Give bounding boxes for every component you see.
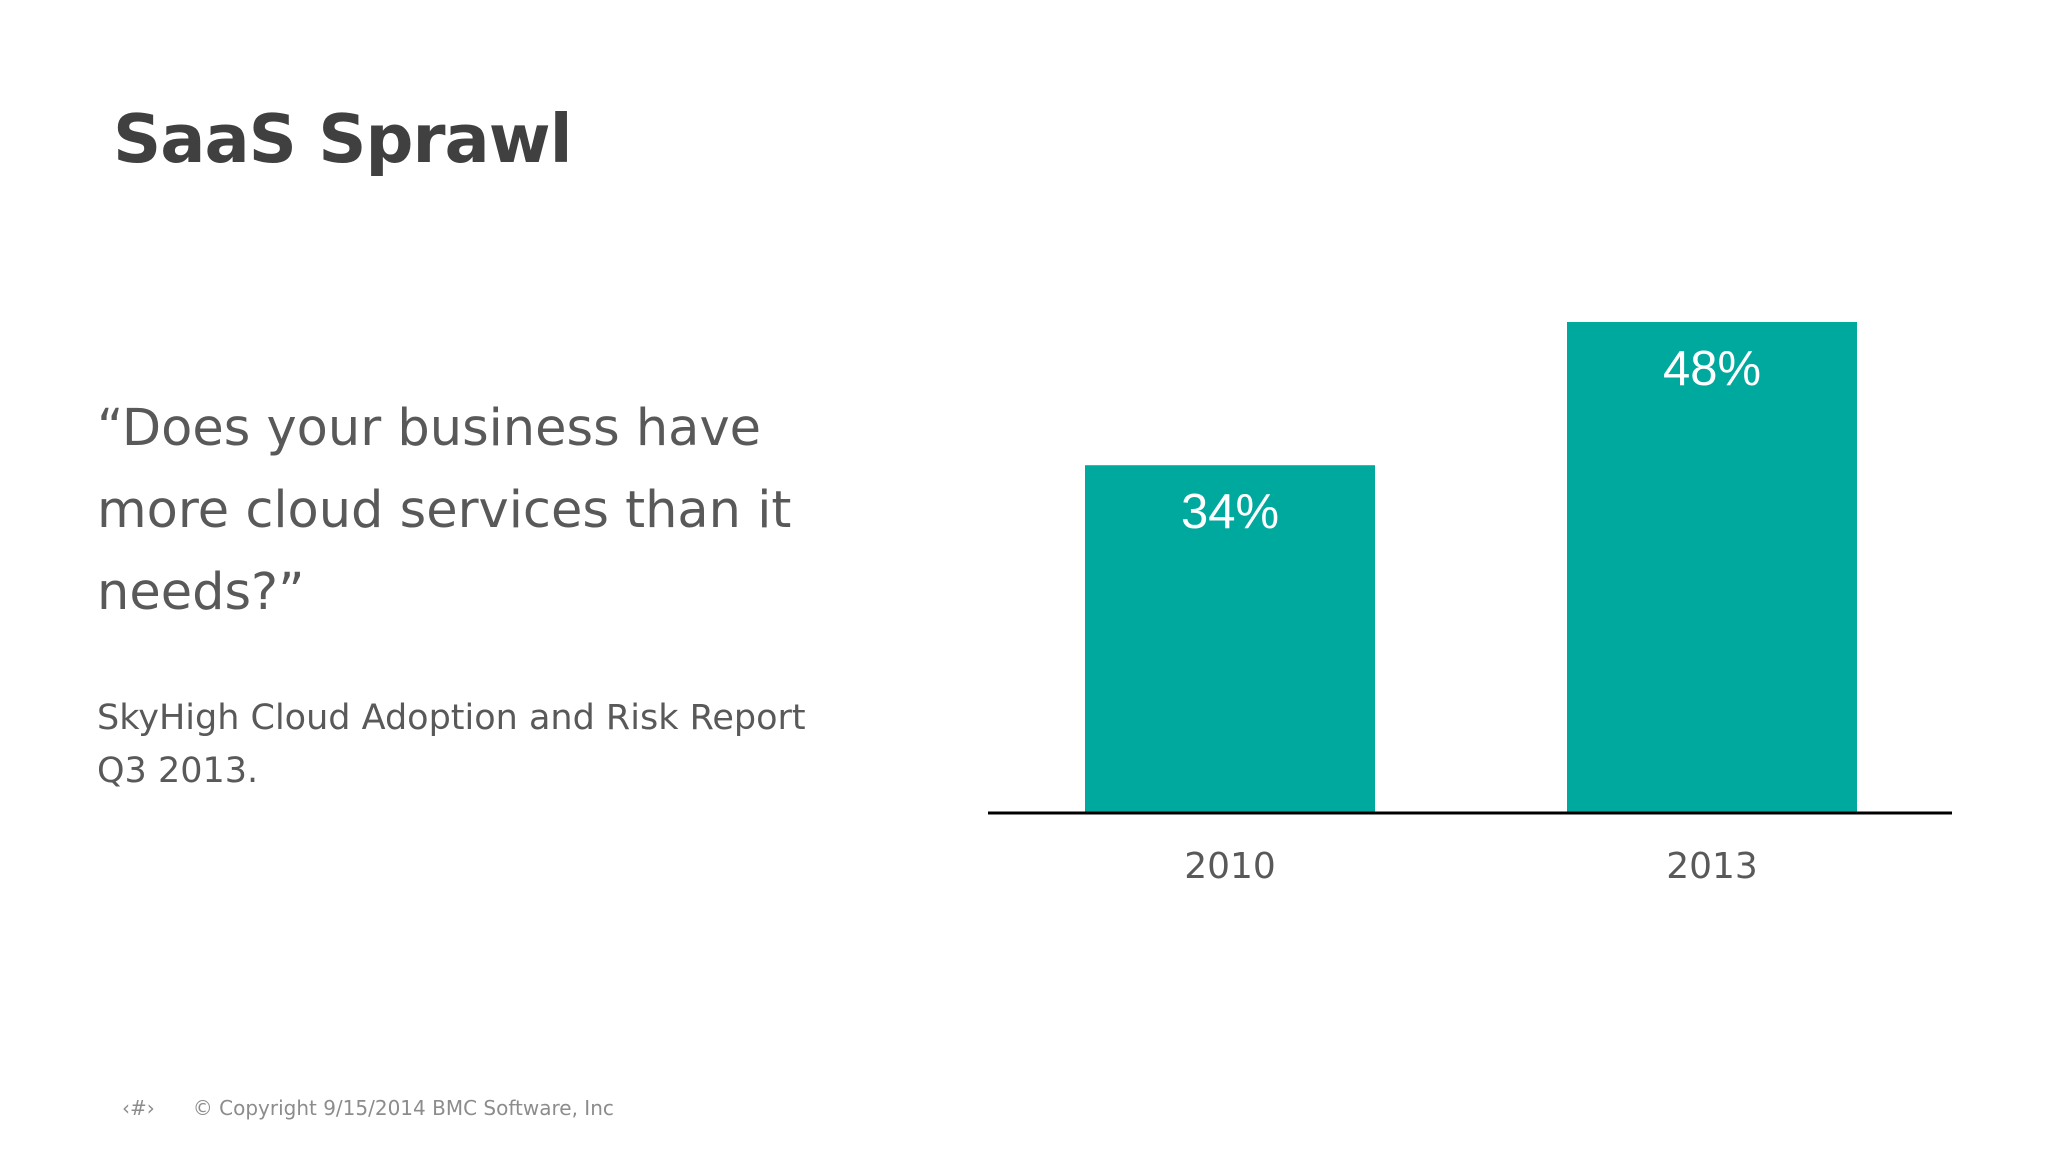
bar-2013 <box>1567 322 1857 813</box>
x-tick-label-2013: 2013 <box>1666 846 1758 887</box>
bars-layer <box>1085 322 1857 813</box>
survey-question: “Does your business have more cloud serv… <box>97 399 792 622</box>
footer: ‹#› © Copyright 9/15/2014 BMC Software, I… <box>122 1096 614 1120</box>
source-citation: SkyHigh Cloud Adoption and Risk Report Q… <box>97 698 806 791</box>
bar-2010 <box>1085 465 1375 813</box>
slide-title: SaaS Sprawl <box>113 100 573 178</box>
page-number: ‹#› <box>122 1096 155 1120</box>
data-label-2010: 34% <box>1181 485 1279 539</box>
data-label-2013: 48% <box>1663 342 1761 396</box>
labels-layer: 34% 2010 48% 2013 <box>1181 342 1761 887</box>
copyright-text: © Copyright 9/15/2014 BMC Software, Inc <box>192 1096 614 1120</box>
x-tick-label-2010: 2010 <box>1184 846 1276 887</box>
